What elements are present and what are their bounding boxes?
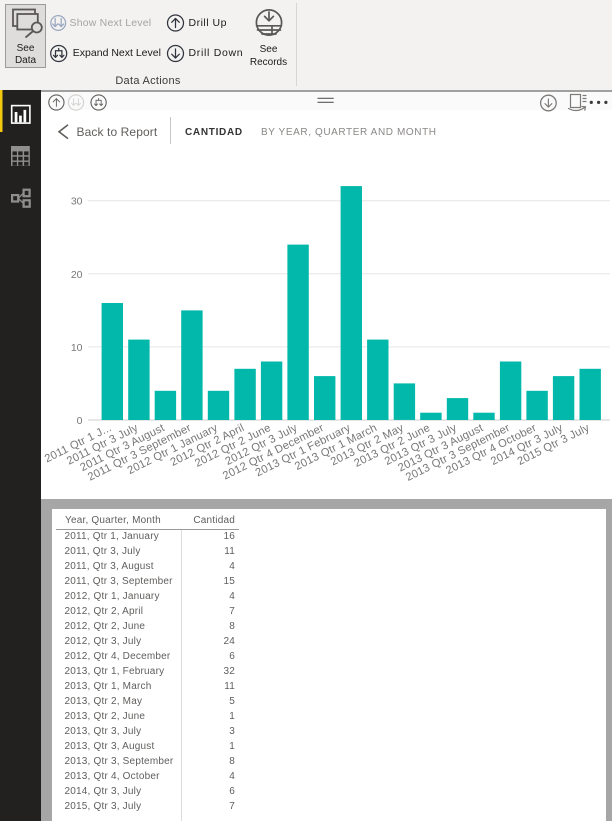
svg-text:0: 0 [77, 415, 83, 427]
svg-text:10: 10 [71, 342, 83, 354]
svg-text:20: 20 [71, 269, 83, 281]
svg-text:30: 30 [71, 196, 83, 208]
